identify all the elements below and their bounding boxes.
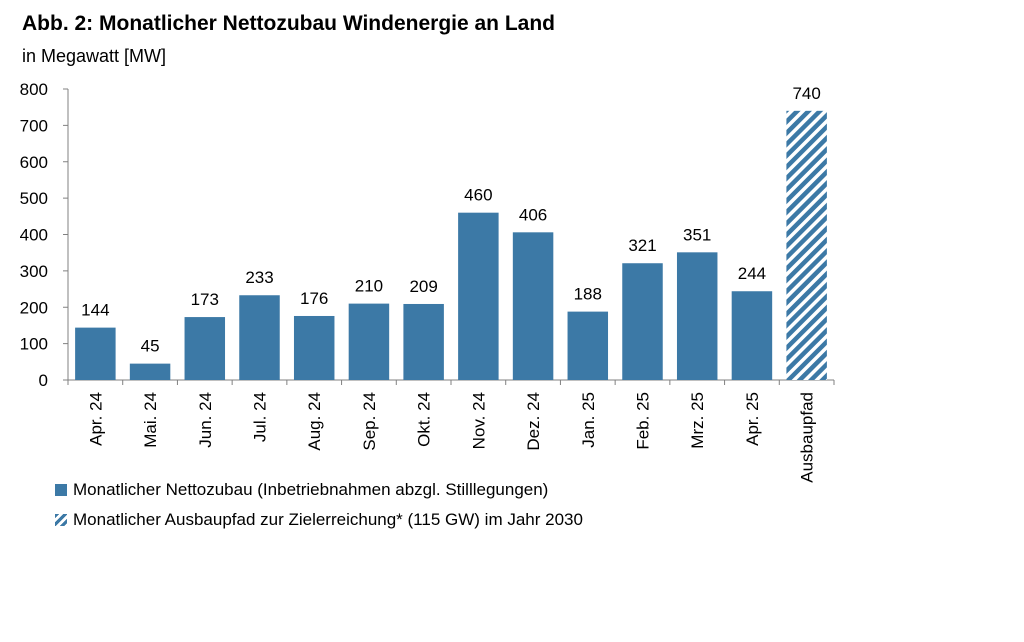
y-tick-label: 400 <box>20 226 48 245</box>
x-category-label: Apr. 24 <box>86 392 105 446</box>
y-tick-label: 200 <box>20 298 48 317</box>
x-category-label: Mrz. 25 <box>688 392 707 449</box>
data-label: 460 <box>464 186 492 205</box>
y-tick-label: 800 <box>20 80 48 99</box>
bar-nettozubau <box>293 315 335 380</box>
data-label: 740 <box>792 84 820 103</box>
y-axis-unit-label: in Megawatt [MW] <box>22 46 167 66</box>
data-label: 176 <box>300 289 328 308</box>
legend-item-ausbaupfad: Monatlicher Ausbaupfad zur Zielerreichun… <box>55 510 583 530</box>
x-category-label: Ausbaupfad <box>798 392 817 483</box>
x-category-label: Jul. 24 <box>251 392 270 442</box>
legend-swatch-solid <box>55 484 67 496</box>
x-category-label: Feb. 25 <box>634 392 653 450</box>
x-category-label: Jan. 25 <box>579 392 598 448</box>
y-tick-label: 300 <box>20 262 48 281</box>
data-label: 144 <box>81 301 109 320</box>
y-tick-label: 0 <box>39 371 48 390</box>
x-category-label: Jun. 24 <box>196 392 215 448</box>
x-category-label: Mai. 24 <box>141 392 160 448</box>
chart-data-labels: 144 45 173 233 176 210 209 460 406 188 321 351 244 74… <box>81 84 821 356</box>
bar-nettozubau <box>622 263 663 380</box>
y-tick-label: 700 <box>20 116 48 135</box>
legend-label-ausbaupfad: Monatlicher Ausbaupfad zur Zielerreichun… <box>73 510 583 529</box>
data-label: 233 <box>245 268 273 287</box>
x-category-label: Aug. 24 <box>305 392 324 451</box>
data-label: 351 <box>683 225 711 244</box>
y-tick-label: 600 <box>20 153 48 172</box>
data-label: 173 <box>191 290 219 309</box>
bar-nettozubau <box>458 212 499 380</box>
chart-title: Abb. 2: Monatlicher Nettozubau Windenerg… <box>22 12 555 35</box>
data-label: 209 <box>409 277 437 296</box>
data-label: 321 <box>628 236 656 255</box>
bar-nettozubau <box>129 363 171 380</box>
x-category-label: Nov. 24 <box>469 392 488 449</box>
x-category-label: Sep. 24 <box>360 392 379 451</box>
x-category-label: Dez. 24 <box>524 392 543 451</box>
legend-swatch-hatched <box>55 514 67 526</box>
bar-nettozubau <box>512 232 554 380</box>
legend-item-nettozubau: Monatlicher Nettozubau (Inbetriebnahmen … <box>55 480 548 500</box>
bar-nettozubau <box>184 317 226 380</box>
data-label: 210 <box>355 277 383 296</box>
chart-bars <box>75 110 827 380</box>
bar-nettozubau <box>731 291 773 380</box>
y-tick-label: 100 <box>20 335 48 354</box>
x-category-label: Okt. 24 <box>415 392 434 447</box>
bar-nettozubau <box>567 311 609 380</box>
x-category-label: Apr. 25 <box>743 392 762 446</box>
y-tick-label: 500 <box>20 189 48 208</box>
data-label: 244 <box>738 264 766 283</box>
data-label: 188 <box>574 285 602 304</box>
bar-nettozubau <box>403 303 444 380</box>
bar-nettozubau <box>239 295 280 380</box>
data-label: 406 <box>519 205 547 224</box>
bar-nettozubau <box>348 303 390 380</box>
bar-nettozubau <box>75 327 116 380</box>
legend-label-nettozubau: Monatlicher Nettozubau (Inbetriebnahmen … <box>73 480 549 499</box>
data-label: 45 <box>141 337 160 356</box>
bar-nettozubau <box>676 252 718 380</box>
bar-ausbaupfad <box>786 110 827 380</box>
